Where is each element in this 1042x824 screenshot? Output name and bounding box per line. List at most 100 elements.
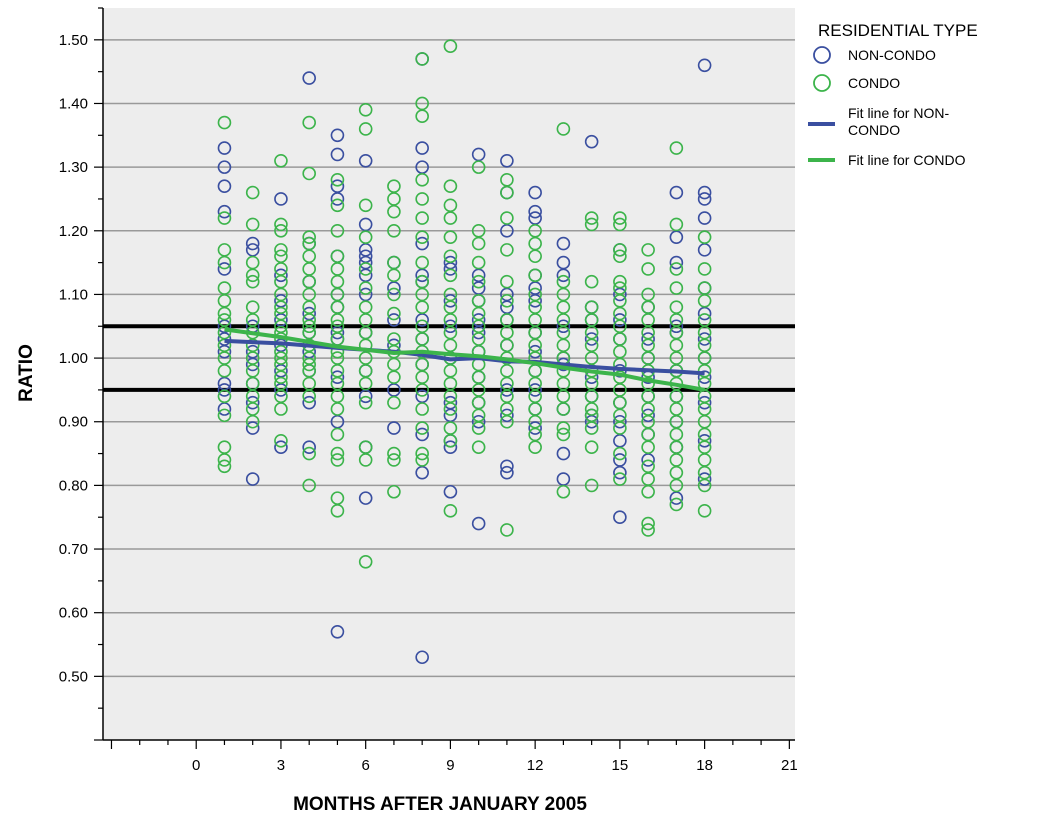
legend-condo-marker [813,74,831,92]
noncondo-point [330,147,345,162]
condo-point [415,453,429,467]
condo-point [443,230,458,244]
condo-point [302,357,316,372]
condo-point [358,395,373,410]
condo-point [415,211,429,225]
condo-point [415,230,429,244]
noncondo-point [528,185,542,200]
condo-point [387,287,401,302]
condo-point [217,453,232,467]
condo-point [500,211,514,225]
legend-fit-condo-label: Fit line for CONDO [848,152,966,168]
condo-point [415,173,429,187]
condo-point [443,402,458,416]
condo-point [274,351,288,365]
condo-point [500,274,514,289]
noncondo-point [697,192,712,206]
condo-point [697,293,712,308]
condo-point [613,472,627,486]
condo-point [415,446,429,461]
condo-point [584,440,599,455]
legend-condo-label: CONDO [848,75,900,91]
noncondo-point [217,262,232,276]
condo-point [669,497,684,512]
condo-point [669,478,684,493]
condo-point [613,446,627,461]
y-tick-label: 1.50 [59,32,88,49]
condo-point [274,243,288,257]
noncondo-point [330,192,345,206]
condo-point [358,281,373,295]
condo-point [330,427,345,442]
condo-point [358,376,373,391]
condo-point [387,268,401,283]
fit-line-condo [224,327,705,392]
noncondo-point [500,459,514,474]
condo-point [471,255,486,270]
legend-fit-noncondo-label-2: CONDO [848,122,900,138]
condo-point [415,255,429,270]
condo-point [330,504,345,518]
condo-point [669,217,684,232]
condo-point [584,478,599,493]
data-points [217,39,712,665]
x-tick-label: 21 [781,757,798,774]
condo-point [245,414,260,429]
noncondo-point [330,128,345,143]
noncondo-point [245,357,260,372]
noncondo-point [443,440,458,455]
tick-labels: 0.50 0.60 0.70 0.80 0.90 1.00 1.10 1.20 1.30 1.40… [59,32,798,774]
condo-point [274,217,288,232]
x-tick-label: 3 [277,757,285,774]
condo-point [669,281,684,295]
condo-point [697,262,712,276]
condo-point [358,198,373,213]
condo-point [556,421,571,435]
noncondo-point [217,344,232,359]
noncondo-point [641,332,655,346]
condo-point [274,300,288,314]
noncondo-point [245,395,260,410]
condo-point [245,217,260,232]
condo-point [641,440,655,455]
y-tick-label: 1.10 [59,286,88,303]
noncondo-point [556,236,571,251]
noncondo-point [641,408,655,423]
condo-point [217,408,232,423]
condo-point [641,516,655,531]
condo-point [556,122,571,136]
condo-point [697,504,712,518]
fit-lines [224,327,705,392]
condo-point [302,166,316,181]
condo-point [584,402,599,416]
noncondo-point [274,268,288,283]
noncondo-point [528,204,542,219]
x-tick-label: 0 [192,757,200,774]
condo-point [217,115,232,130]
condo-point [330,173,345,187]
condo-point [245,268,260,283]
noncondo-point [500,383,514,397]
condo-point [217,211,232,225]
condo-point [302,115,316,130]
condo-point [443,434,458,448]
y-tick-label: 0.90 [59,414,88,431]
condo-point [613,211,627,225]
noncondo-point [415,236,429,251]
condo-point [245,274,260,289]
condo-point [217,255,232,270]
noncondo-point [556,319,571,334]
condo-point [217,306,232,321]
condo-point [330,446,345,461]
noncondo-point [471,414,486,429]
noncondo-point [697,370,712,384]
condo-point [443,249,458,264]
condo-point [274,223,288,238]
y-tick-label: 0.70 [59,541,88,558]
noncondo-point [443,484,458,499]
condo-point [556,402,571,416]
condo-point [387,370,401,384]
noncondo-point [330,370,345,384]
condo-point [613,421,627,435]
condo-point [415,192,429,206]
